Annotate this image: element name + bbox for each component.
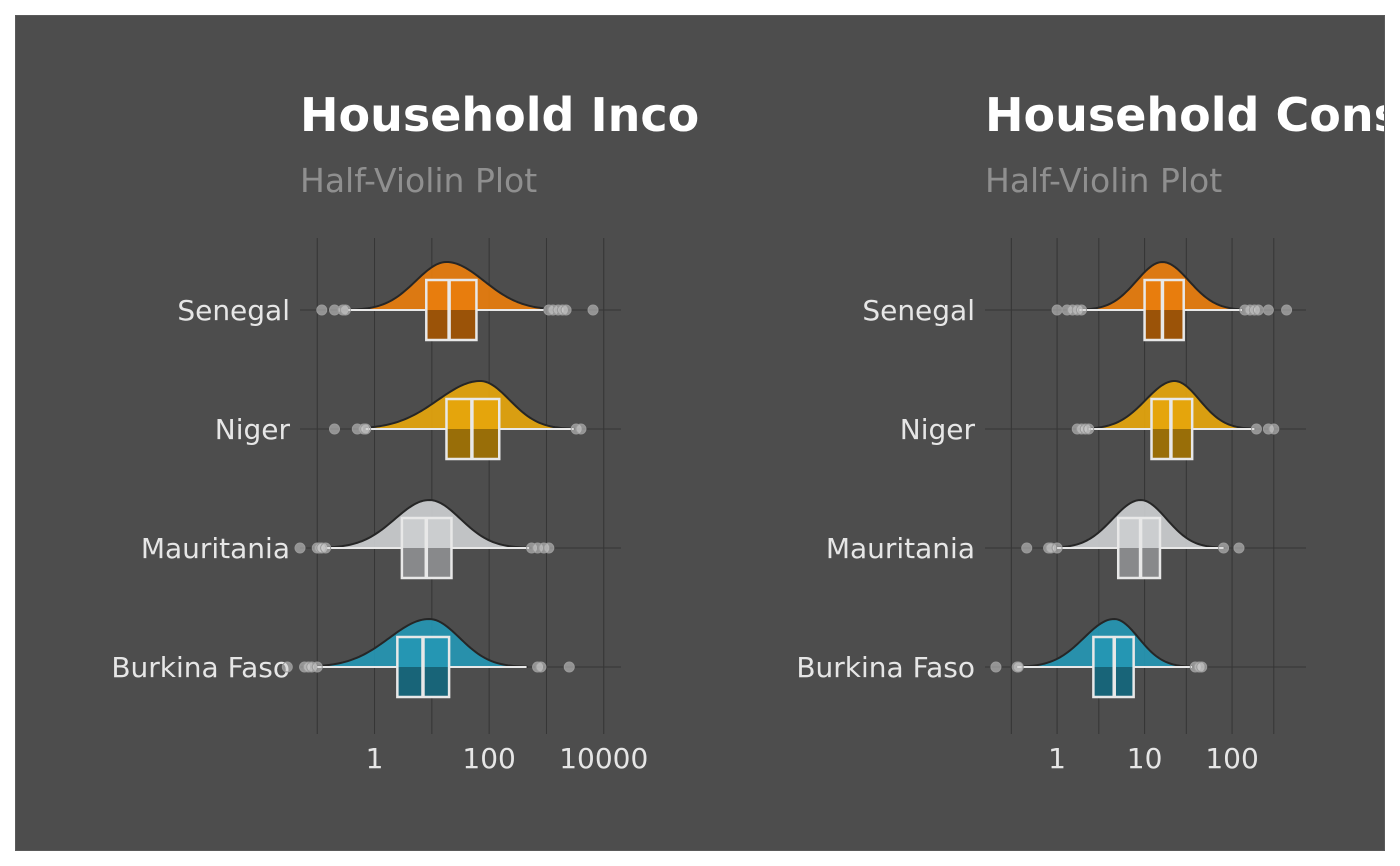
outlier-point <box>328 423 340 435</box>
chart-title-income: Household Income <box>300 92 700 142</box>
category-label-burkina-faso: Burkina Faso <box>796 651 975 684</box>
box-upper-senegal <box>426 280 477 310</box>
outlier-point <box>1268 423 1280 435</box>
x-tick-label: 100 <box>462 742 515 775</box>
x-tick-label: 1 <box>1048 742 1066 775</box>
chart-subtitle-consumption: Half-Violin Plot <box>985 161 1223 200</box>
chart-subtitle-income: Half-Violin Plot <box>300 161 538 200</box>
x-tick-label: 10000 <box>559 742 648 775</box>
category-label-senegal: Senegal <box>862 294 975 327</box>
box-outline-senegal <box>425 278 478 342</box>
outlier-point <box>339 304 351 316</box>
outlier-point <box>563 661 575 673</box>
outlier-point <box>1281 304 1293 316</box>
x-tick-label: 10 <box>1127 742 1163 775</box>
outlier-point <box>1051 304 1063 316</box>
outlier-point <box>543 542 555 554</box>
category-label-burkina-faso: Burkina Faso <box>111 651 290 684</box>
outlier-point <box>990 661 1002 673</box>
outlier-point <box>1262 304 1274 316</box>
plot-panel: Household Income Half-Violin Plot Househ… <box>15 15 1385 851</box>
x-tick-label: 1 <box>366 742 384 775</box>
outlier-point <box>360 423 372 435</box>
outlier-point <box>1012 661 1024 673</box>
box-shade-senegal <box>426 310 477 340</box>
x-tick-label: 100 <box>1205 742 1258 775</box>
outlier-point <box>1021 542 1033 554</box>
chart-title-clip-consumption: Household Consumption <box>985 92 1384 142</box>
outlier-point <box>1250 423 1262 435</box>
outlier-point <box>535 661 547 673</box>
outlier-point <box>1075 304 1087 316</box>
outlier-point <box>575 423 587 435</box>
outlier-point <box>311 661 323 673</box>
outlier-point <box>587 304 599 316</box>
outlier-point <box>560 304 572 316</box>
outlier-point <box>281 661 293 673</box>
chart-svg: 1 100 10000 Senegal Niger Mauritania Burkina F… <box>111 238 1306 775</box>
category-label-niger: Niger <box>215 413 291 446</box>
chart-title-clip-income: Household Income <box>300 92 700 142</box>
outlier-point <box>1083 423 1095 435</box>
outlier-point <box>1233 542 1245 554</box>
outlier-point <box>1252 304 1264 316</box>
outlier-point <box>1196 661 1208 673</box>
category-label-senegal: Senegal <box>177 294 290 327</box>
category-label-mauritania: Mauritania <box>141 532 290 565</box>
chart-title-consumption: Household Consumption <box>985 92 1384 142</box>
category-label-mauritania: Mauritania <box>826 532 975 565</box>
outlier-point <box>1218 542 1230 554</box>
outlier-point <box>294 542 306 554</box>
outlier-point <box>1051 542 1063 554</box>
outlier-point <box>316 304 328 316</box>
category-label-niger: Niger <box>900 413 976 446</box>
outlier-point <box>320 542 332 554</box>
box-lower-senegal <box>426 310 477 340</box>
